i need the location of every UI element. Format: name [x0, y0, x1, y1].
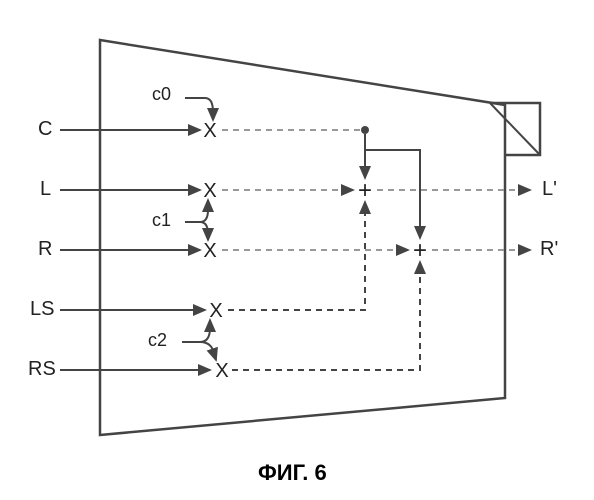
sum-lp: + — [358, 177, 372, 204]
label-c1: c1 — [152, 210, 171, 231]
label-rs: RS — [28, 358, 56, 381]
c1-hook-down — [200, 222, 208, 240]
c0-hook — [185, 98, 213, 120]
outer-detail-diag — [490, 103, 540, 155]
sum-rp: + — [413, 237, 427, 264]
diagram-svg: X X X X X + + — [0, 0, 594, 500]
mult-rs: X — [215, 360, 228, 382]
label-ls: LS — [30, 298, 54, 321]
mult-r: X — [203, 240, 216, 262]
label-c2: c2 — [148, 330, 167, 351]
c-split-node — [361, 126, 369, 134]
label-rp: R' — [540, 238, 558, 261]
c2-hook-up — [182, 320, 210, 342]
label-c: C — [38, 118, 52, 141]
mult-ls: X — [209, 300, 222, 322]
c1-hook-up — [185, 200, 208, 222]
c2-hook-down — [200, 342, 216, 360]
label-lp: L' — [542, 178, 557, 201]
label-l: L — [40, 178, 51, 201]
figure-caption: ФИГ. 6 — [258, 460, 327, 486]
mult-c: X — [203, 120, 216, 142]
label-c0: c0 — [152, 84, 171, 105]
diagram-container: X X X X X + + C L R LS RS c0 c1 c2 L' R'… — [0, 0, 594, 500]
ls-to-lp-sum — [228, 202, 365, 310]
mult-l: X — [203, 180, 216, 202]
rs-to-rp-sum — [232, 262, 420, 370]
label-r: R — [38, 238, 52, 261]
c-to-rp-sum — [365, 150, 420, 238]
